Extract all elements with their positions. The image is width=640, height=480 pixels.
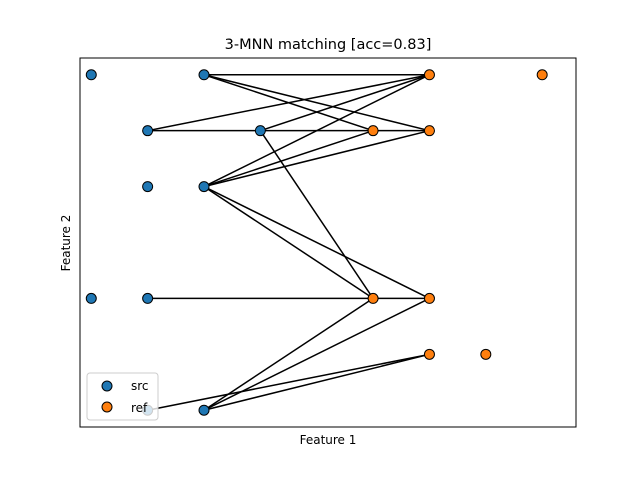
src-point-7 <box>142 292 154 304</box>
src-point-1 <box>198 69 210 81</box>
legend-label-ref: ref <box>131 401 148 415</box>
src-point-9 <box>198 404 210 416</box>
match-line-3 <box>147 74 430 132</box>
ref-point-0 <box>423 69 435 81</box>
legend-marker-ref <box>101 401 113 413</box>
x-axis-label: Feature 1 <box>300 433 357 447</box>
y-axis-label: Feature 2 <box>59 215 73 272</box>
ref-point-1 <box>536 69 548 81</box>
match-line-5 <box>260 74 430 132</box>
ref-point-5 <box>423 292 435 304</box>
match-line-16 <box>203 353 430 411</box>
match-line-14 <box>203 297 374 411</box>
ref-point-7 <box>480 348 492 360</box>
ref-point-3 <box>423 125 435 137</box>
match-line-10 <box>203 185 374 300</box>
ref-point-2 <box>367 125 379 137</box>
ref-point-4 <box>367 292 379 304</box>
ref-point-6 <box>423 348 435 360</box>
match-line-2 <box>203 74 430 132</box>
legend-marker-src <box>101 380 113 392</box>
src-point-4 <box>142 181 154 193</box>
match-line-6 <box>259 130 374 299</box>
chart-title: 3-MNN matching [acc=0.83] <box>225 37 432 53</box>
src-point-2 <box>142 125 154 137</box>
match-line-15 <box>203 297 430 411</box>
match-line-13 <box>147 353 430 411</box>
match-line-7 <box>203 74 430 188</box>
plot-frame <box>79 57 577 428</box>
src-point-0 <box>85 69 97 81</box>
src-point-5 <box>198 181 210 193</box>
legend-label-src: src <box>131 379 149 393</box>
plot-area <box>80 58 576 427</box>
src-point-6 <box>85 292 97 304</box>
src-point-3 <box>254 125 266 137</box>
match-line-8 <box>203 129 374 188</box>
match-line-11 <box>203 185 430 300</box>
match-line-9 <box>203 129 430 188</box>
legend: src ref <box>86 372 159 421</box>
match-lines <box>147 74 430 411</box>
